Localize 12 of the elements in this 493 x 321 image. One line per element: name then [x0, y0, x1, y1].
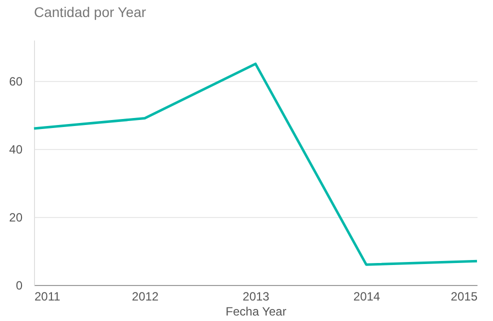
y-tick-label: 0 [16, 278, 23, 292]
y-tick-label: 60 [9, 74, 23, 88]
x-tick-label: 2015 [450, 290, 478, 304]
x-tick-label: 2012 [132, 290, 159, 304]
x-tick-label: 2014 [353, 290, 380, 304]
y-tick-label: 20 [9, 210, 23, 224]
x-tick-label: 2011 [34, 290, 61, 304]
y-tick-label: 40 [9, 142, 23, 156]
line-series [32, 62, 478, 266]
x-axis-title: Fecha Year [226, 304, 286, 318]
x-tick-label: 2013 [242, 290, 270, 304]
chart-title: Cantidad por Year [34, 4, 146, 20]
